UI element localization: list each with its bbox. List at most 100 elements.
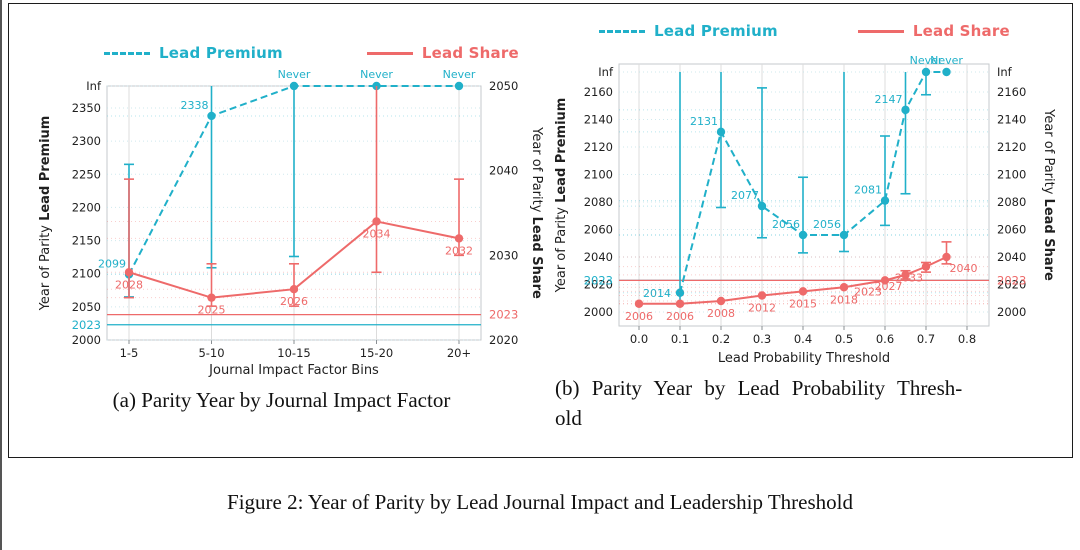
premium-data-point bbox=[207, 111, 216, 121]
chart-a-reference-lines bbox=[107, 313, 481, 326]
share-data-point bbox=[124, 268, 134, 277]
svg-text:2040: 2040 bbox=[489, 164, 518, 178]
svg-text:2100: 2100 bbox=[584, 168, 613, 182]
legend-label-lead-share: Lead Share bbox=[912, 22, 1010, 40]
share-point-label: 2008 bbox=[707, 307, 735, 320]
share-data-point bbox=[880, 276, 890, 285]
share-data-point bbox=[675, 299, 685, 308]
chart-b-canvas: 0.0 0.1 0.2 0.3 0.4 0.5 0.6 0.7 0.8 Lead Probabil… bbox=[554, 54, 1056, 366]
svg-text:5-10: 5-10 bbox=[198, 346, 224, 360]
svg-text:2000: 2000 bbox=[72, 333, 101, 347]
svg-text:2040: 2040 bbox=[997, 250, 1026, 264]
share-data-point bbox=[798, 287, 808, 296]
share-point-label: 2006 bbox=[666, 310, 694, 323]
premium-data-point bbox=[921, 67, 931, 77]
svg-text:2023: 2023 bbox=[72, 318, 101, 332]
svg-text:10-15: 10-15 bbox=[277, 346, 310, 360]
premium-data-point bbox=[454, 81, 464, 91]
svg-text:Inf: Inf bbox=[598, 65, 614, 79]
svg-text:2150: 2150 bbox=[72, 234, 101, 248]
premium-point-label: 2147 bbox=[875, 93, 903, 106]
svg-text:2120: 2120 bbox=[584, 140, 613, 154]
svg-text:0.6: 0.6 bbox=[876, 332, 894, 346]
svg-text:Inf: Inf bbox=[997, 65, 1013, 79]
lead-premium-line-swatch bbox=[599, 29, 645, 33]
svg-text:2140: 2140 bbox=[997, 113, 1026, 127]
premium-point-label: Never bbox=[910, 54, 943, 67]
lead-share-line-swatch bbox=[857, 29, 904, 33]
svg-text:2080: 2080 bbox=[997, 195, 1026, 209]
svg-text:2023: 2023 bbox=[997, 273, 1026, 287]
share-point-label: 2028 bbox=[115, 278, 143, 291]
premium-point-label: 2131 bbox=[690, 115, 718, 128]
svg-text:15-20: 15-20 bbox=[360, 346, 393, 360]
chart-a-left-axis-title: Year of Parity Lead Premium bbox=[38, 116, 53, 312]
svg-text:2030: 2030 bbox=[489, 248, 518, 262]
svg-text:2200: 2200 bbox=[72, 200, 101, 214]
premium-point-label: 2014 bbox=[643, 287, 671, 300]
chart-b-left-axis-title: Year of Parity Lead Premium bbox=[554, 98, 569, 294]
svg-text:2023: 2023 bbox=[489, 308, 518, 322]
premium-point-label: 2338 bbox=[181, 99, 209, 112]
premium-point-label: Never bbox=[930, 54, 963, 67]
svg-text:0.5: 0.5 bbox=[835, 332, 853, 346]
lead-premium-line-swatch bbox=[104, 51, 150, 55]
share-point-label: 2018 bbox=[830, 293, 858, 306]
premium-data-point bbox=[901, 105, 910, 115]
svg-text:2250: 2250 bbox=[72, 167, 101, 181]
premium-point-label: 2056 bbox=[772, 218, 800, 231]
svg-text:2160: 2160 bbox=[584, 85, 613, 99]
chart-a-canvas: 1-5 5-10 10-15 15-20 20+ Journal Impact Facto… bbox=[38, 68, 544, 378]
subcaption-b: (b) Parity Year by Lead Probability Thre… bbox=[541, 374, 1071, 434]
share-point-label: 2032 bbox=[445, 244, 473, 257]
chart-a-right-axis-title: Year of Parity Lead Share bbox=[529, 126, 544, 299]
svg-text:2000: 2000 bbox=[584, 305, 613, 319]
share-data-point bbox=[757, 291, 767, 300]
premium-data-point bbox=[289, 81, 299, 91]
share-data-point bbox=[454, 234, 464, 243]
svg-text:2080: 2080 bbox=[584, 195, 613, 209]
share-line bbox=[639, 256, 947, 305]
subcaption-b-line1: (b) Parity Year by Lead Probability Thre… bbox=[555, 376, 963, 400]
panel-chart-a: Lead Premium Lead Share 1-5 5-10 10-15 15-2… bbox=[19, 12, 544, 416]
share-data-point bbox=[901, 270, 910, 280]
svg-text:2350: 2350 bbox=[72, 101, 101, 115]
svg-text:0.7: 0.7 bbox=[917, 332, 935, 346]
legend-item-lead-premium: Lead Premium bbox=[104, 44, 283, 62]
premium-point-label: 2056 bbox=[813, 218, 841, 231]
premium-data-point bbox=[880, 196, 890, 205]
svg-text:2060: 2060 bbox=[584, 223, 613, 237]
svg-text:2120: 2120 bbox=[997, 140, 1026, 154]
share-point-label: 2034 bbox=[363, 227, 391, 240]
premium-point-label: Never bbox=[278, 68, 311, 81]
share-point-label: 2027 bbox=[875, 280, 903, 293]
svg-text:0.0: 0.0 bbox=[630, 332, 648, 346]
svg-text:1-5: 1-5 bbox=[120, 346, 139, 360]
share-data-point bbox=[289, 285, 299, 294]
subcaption-b-line2: old bbox=[555, 405, 582, 430]
share-point-label: 2026 bbox=[280, 295, 308, 308]
panel-chart-b: Lead Premium Lead Share 0.0 0.1 0.2 0.3 0.4 0… bbox=[541, 6, 1069, 434]
svg-text:Journal Impact Factor Bins: Journal Impact Factor Bins bbox=[208, 363, 379, 378]
svg-text:2160: 2160 bbox=[997, 85, 1026, 99]
share-data-point bbox=[716, 296, 726, 306]
premium-point-label: Never bbox=[443, 68, 476, 81]
svg-text:2100: 2100 bbox=[997, 168, 1026, 182]
share-point-label: 2040 bbox=[950, 262, 978, 275]
svg-text:2020: 2020 bbox=[489, 333, 518, 347]
svg-text:2300: 2300 bbox=[72, 134, 101, 148]
svg-text:2050: 2050 bbox=[489, 79, 518, 93]
legend-label-lead-premium: Lead Premium bbox=[654, 22, 778, 40]
legend-label-lead-premium: Lead Premium bbox=[159, 44, 283, 62]
legend-item-lead-share: Lead Share bbox=[366, 44, 519, 62]
svg-text:0.4: 0.4 bbox=[794, 332, 812, 346]
svg-text:0.1: 0.1 bbox=[671, 332, 689, 346]
svg-text:2000: 2000 bbox=[997, 305, 1026, 319]
share-point-label: 2006 bbox=[625, 310, 653, 323]
share-data-point bbox=[921, 262, 931, 271]
svg-text:Inf: Inf bbox=[86, 79, 102, 93]
premium-point-label: 2099 bbox=[98, 257, 126, 270]
chart-a-series-premium: 2099 2338 Never Never Never bbox=[98, 68, 481, 298]
share-data-point bbox=[207, 293, 216, 302]
